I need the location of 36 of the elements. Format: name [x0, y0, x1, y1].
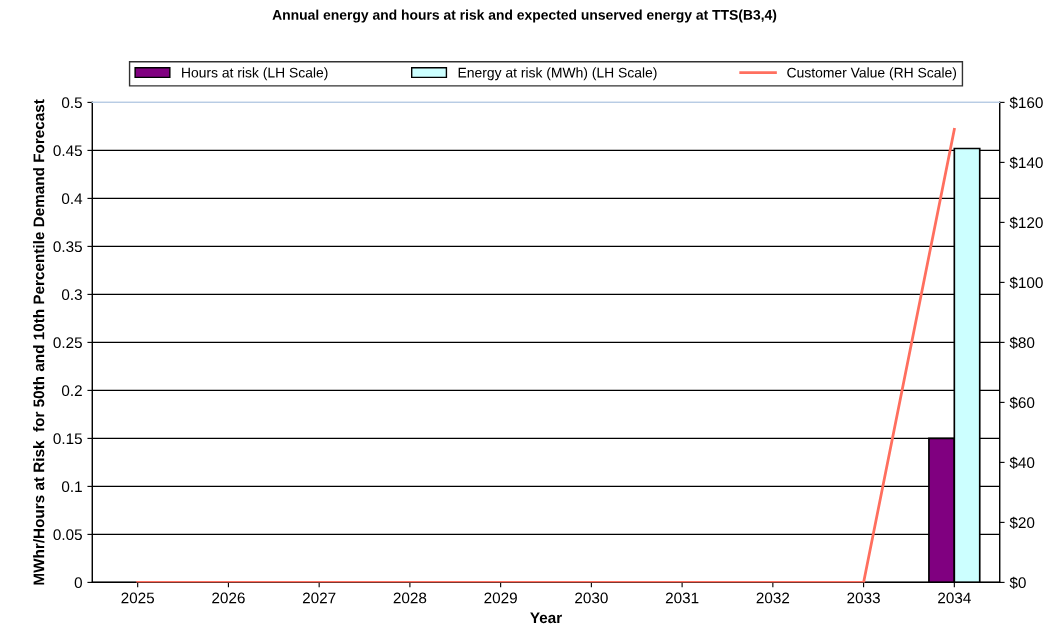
y2-tick-label: $120 [1009, 216, 1043, 229]
x-tick-label: 2034 [938, 592, 971, 604]
y2-tick-label: $0 [1009, 576, 1026, 589]
legend-label: Hours at risk (LH Scale) [182, 67, 328, 81]
x-tick-label: 2031 [665, 592, 699, 604]
y2-tick-label: $60 [1009, 396, 1035, 409]
y2-tick-label: $140 [1009, 156, 1043, 169]
y-tick-label: 0.45 [53, 145, 82, 157]
y-tick-label: 0.35 [53, 241, 82, 253]
chart-title: Annual energy and hours at risk and expected unserved energy at TTS(B3,4) [272, 9, 777, 23]
x-tick-label: 2027 [302, 592, 336, 604]
x-tick-label: 2030 [575, 592, 608, 604]
y2-tick-label: $160 [1009, 96, 1043, 109]
legend-label: Customer Value (RH Scale) [787, 67, 957, 81]
legend-label: Energy at risk (MWh) (LH Scale) [458, 67, 657, 81]
y-tick-label: 0.4 [61, 193, 83, 205]
y2-tick-label: $80 [1009, 336, 1035, 349]
x-tick-label: 2032 [756, 592, 790, 604]
x-tick-label: 2026 [212, 592, 245, 604]
x-tick-label: 2025 [121, 592, 155, 604]
y-tick-label: 0.25 [53, 337, 82, 349]
y2-tick-label: $40 [1009, 456, 1035, 469]
y-tick-label: 0 [74, 577, 82, 589]
x-axis-title: Year [530, 612, 562, 624]
y-axis-title: MWhr/Hours at Risk for 50th and 10th Percentile Demand Forecast [33, 99, 45, 585]
y-tick-label: 0.05 [53, 529, 82, 541]
y2-tick-label: $20 [1009, 516, 1035, 529]
x-tick-label: 2033 [847, 592, 880, 604]
x-tick-label: 2028 [393, 592, 427, 604]
x-tick-label: 2029 [484, 592, 517, 604]
y-tick-label: 0.3 [61, 289, 82, 301]
y-tick-label: 0.5 [61, 97, 82, 109]
y-tick-label: 0.2 [61, 385, 82, 397]
y2-tick-label: $100 [1009, 276, 1043, 289]
y-tick-label: 0.1 [61, 481, 82, 493]
y-tick-label: 0.15 [53, 433, 82, 445]
